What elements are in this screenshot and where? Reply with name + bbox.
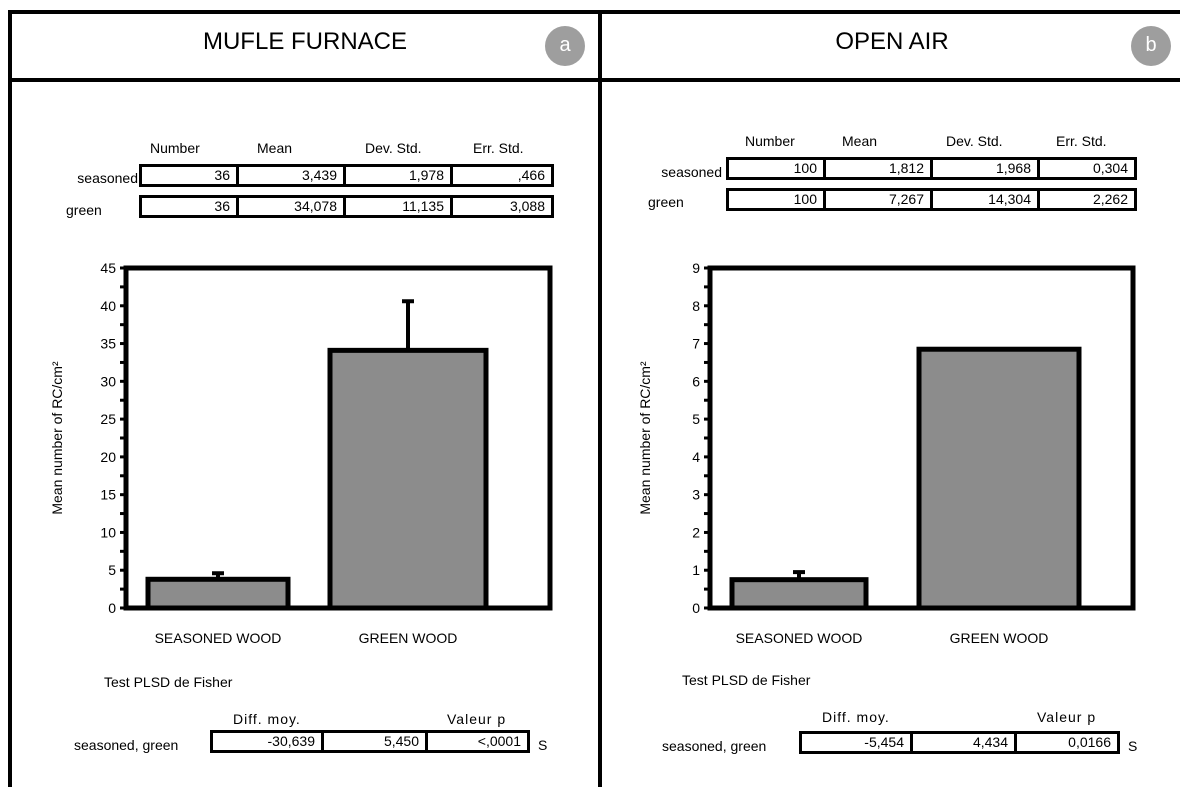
table-header: Mean	[842, 133, 878, 149]
row-label: green	[66, 202, 102, 218]
row-label: green	[648, 194, 684, 210]
table-cell: 1,978	[343, 164, 453, 187]
panel-badge: a	[545, 26, 585, 66]
y-tick-label: 45	[100, 260, 116, 276]
y-tick-label: 5	[108, 562, 116, 578]
frame-panel-divider	[598, 10, 602, 787]
y-tick-label: 5	[692, 411, 700, 427]
frame-header-divider	[8, 78, 1180, 82]
table-cell: 2,262	[1037, 188, 1137, 211]
fisher-cell: 0,0166	[1014, 731, 1120, 754]
y-tick-label: 30	[100, 373, 116, 389]
fisher-cell: -5,454	[799, 731, 913, 754]
y-tick-label: 35	[100, 336, 116, 352]
significance-flag: S	[538, 737, 548, 753]
bar-chart: Mean number of RC/cm² 0 5 10 15 20 25 30 35 40 45 S…	[49, 260, 553, 646]
table-header: Err. Std.	[1056, 133, 1107, 149]
table-header: Err. Std.	[473, 140, 524, 156]
row-label: seasoned	[77, 170, 138, 186]
table-header: Mean	[257, 140, 293, 156]
row-label: seasoned	[661, 164, 722, 180]
table-cell: 11,135	[343, 195, 453, 218]
table-cell: 100	[726, 188, 826, 211]
panel-badge: b	[1131, 26, 1171, 66]
fisher-cell: 4,434	[910, 731, 1017, 754]
fisher-cell: 5,450	[321, 730, 428, 753]
y-tick-label: 2	[692, 524, 700, 540]
bar	[327, 347, 489, 611]
fisher-header: Diff. moy.	[822, 709, 890, 725]
y-tick-label: 15	[100, 487, 116, 503]
table-cell: 0,304	[1037, 157, 1137, 180]
fisher-cell: -30,639	[210, 730, 324, 753]
frame-left-border	[8, 10, 12, 787]
fisher-cell: <,0001	[425, 730, 530, 753]
bar-chart: Mean number of RC/cm² 0 1 2 3 4 5 6 7 8 9 SEASONED …	[637, 260, 1136, 646]
table-cell: 7,267	[823, 188, 933, 211]
fisher-header: Diff. moy.	[233, 711, 301, 727]
table-cell: 3,088	[450, 195, 554, 218]
table-cell: 34,078	[236, 195, 346, 218]
y-tick-label: 0	[692, 600, 700, 616]
table-cell: 100	[726, 157, 826, 180]
bar	[916, 346, 1082, 611]
frame-top-border	[8, 10, 1180, 14]
y-tick-label: 9	[692, 260, 700, 276]
y-tick-label: 4	[692, 449, 700, 465]
fisher-row-label: seasoned, green	[74, 737, 179, 753]
table-header: Number	[745, 133, 795, 149]
table-cell: 3,439	[236, 164, 346, 187]
y-tick-label: 7	[692, 336, 700, 352]
test-label: Test PLSD de Fisher	[682, 672, 811, 688]
y-tick-label: 25	[100, 411, 116, 427]
table-header: Dev. Std.	[365, 140, 422, 156]
y-tick-label: 0	[108, 600, 116, 616]
table-cell: 36	[139, 164, 239, 187]
table-cell: ,466	[450, 164, 554, 187]
test-label: Test PLSD de Fisher	[104, 674, 233, 690]
bar	[729, 577, 869, 611]
y-tick-label: 8	[692, 298, 700, 314]
bar	[145, 576, 291, 611]
table-header: Number	[150, 140, 200, 156]
fisher-header: Valeur p	[447, 711, 507, 727]
x-tick-label: SEASONED WOOD	[736, 630, 863, 646]
x-tick-label: SEASONED WOOD	[155, 630, 282, 646]
table-cell: 36	[139, 195, 239, 218]
fisher-header: Valeur p	[1037, 709, 1097, 725]
y-tick-label: 6	[692, 373, 700, 389]
fisher-row-label: seasoned, green	[662, 738, 767, 754]
table-header: Dev. Std.	[946, 133, 1003, 149]
panel-title: OPEN AIR	[835, 28, 949, 55]
y-tick-label: 1	[692, 562, 700, 578]
y-tick-label: 3	[692, 487, 700, 503]
y-axis-label: Mean number of RC/cm²	[637, 361, 653, 515]
y-tick-label: 40	[100, 298, 116, 314]
x-tick-label: GREEN WOOD	[950, 630, 1049, 646]
panel-title: MUFLE FURNACE	[202, 28, 407, 55]
table-cell: 14,304	[930, 188, 1040, 211]
table-cell: 1,812	[823, 157, 933, 180]
significance-flag: S	[1128, 738, 1138, 754]
table-cell: 1,968	[930, 157, 1040, 180]
y-axis-label: Mean number of RC/cm²	[49, 361, 65, 515]
y-tick-label: 10	[100, 524, 116, 540]
x-tick-label: GREEN WOOD	[359, 630, 458, 646]
y-tick-label: 20	[100, 449, 116, 465]
